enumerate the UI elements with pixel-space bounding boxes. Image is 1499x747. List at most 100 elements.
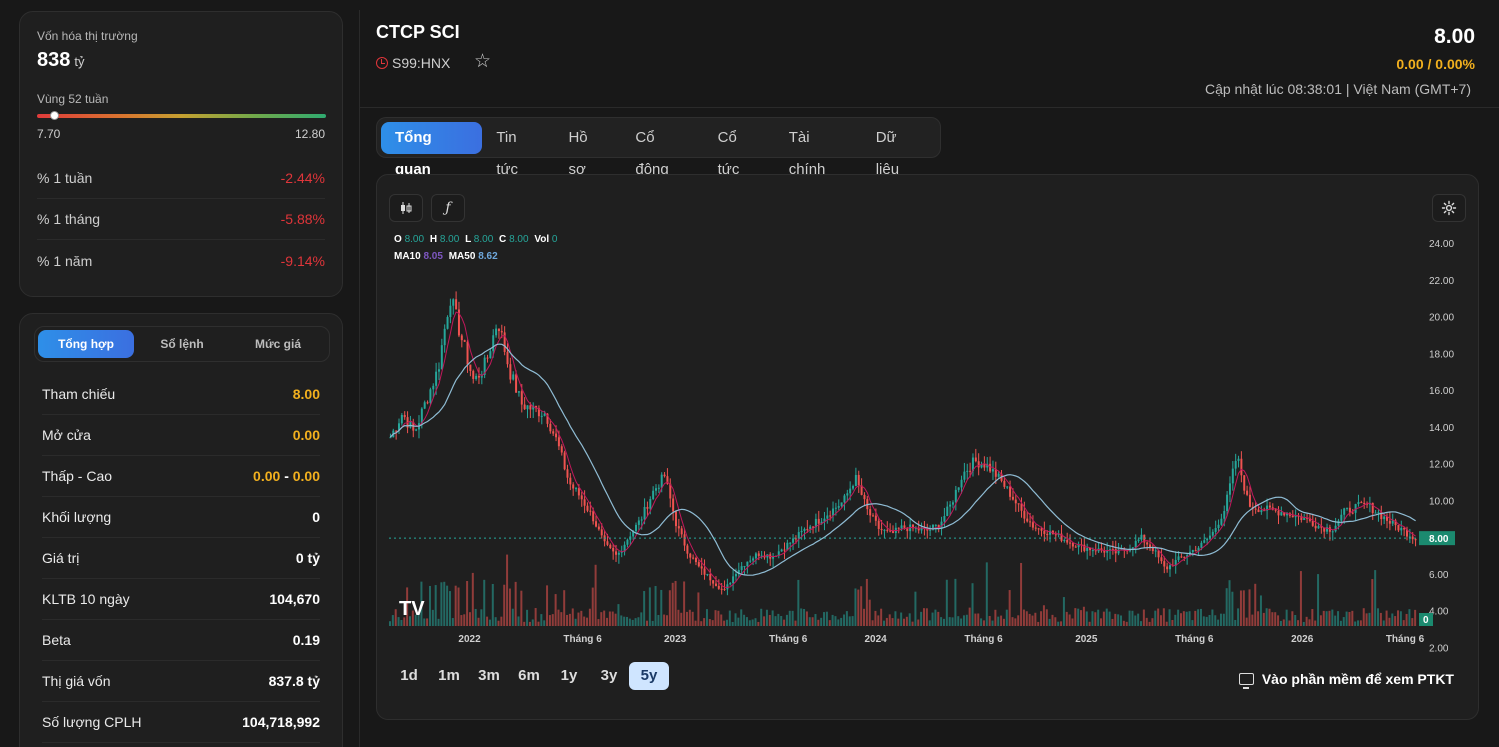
period-3m[interactable]: 3m	[478, 667, 500, 684]
indicators-button[interactable]: ƒ	[431, 194, 465, 222]
candle-body	[997, 473, 1000, 477]
candle-body	[792, 538, 795, 543]
candle-body	[1383, 516, 1386, 520]
candle-body	[517, 391, 520, 393]
tab-so-lenh[interactable]: Sổ lệnh	[160, 337, 204, 351]
candle-body	[1146, 542, 1149, 545]
chart-settings-button[interactable]	[1432, 194, 1466, 222]
candle-body	[423, 402, 426, 409]
volume-bar	[1237, 608, 1240, 626]
volume-bar	[820, 617, 823, 626]
period-6m[interactable]: 6m	[518, 667, 540, 684]
tab-co-tuc[interactable]: Cổ tức	[717, 128, 740, 178]
volume-bar	[1185, 611, 1188, 626]
tab-du-lieu[interactable]: Dữ liệu	[875, 128, 900, 178]
row-value: 8.00	[292, 386, 320, 402]
volume-bar	[717, 610, 720, 626]
candle-body	[466, 341, 469, 365]
candle-body	[540, 415, 543, 417]
price-chart[interactable]: 24.00 22.00 20.00 18.00 16.00 14.00 12.00 10.00…	[377, 175, 1478, 719]
volume-bar	[1379, 612, 1382, 626]
x-tick-label: 2026	[1291, 634, 1314, 645]
high-value: 8.00	[439, 234, 460, 245]
volume-bar	[720, 614, 723, 626]
volume-bar	[448, 591, 451, 626]
candle-body	[714, 583, 717, 586]
volume-bar	[1125, 621, 1128, 626]
clock-icon	[376, 57, 388, 69]
tab-co-dong[interactable]: Cổ đông	[635, 128, 669, 178]
candle-body	[1223, 511, 1226, 519]
volume-bar	[586, 617, 589, 626]
period-1m[interactable]: 1m	[438, 667, 460, 684]
volume-bar	[1194, 610, 1197, 626]
market-cap-label: Vốn hóa thị trường	[37, 29, 138, 43]
volume-bar	[1219, 613, 1222, 626]
volume-bar	[1391, 613, 1394, 626]
volume-bar	[991, 620, 994, 626]
volume-bar	[854, 588, 857, 626]
candle-body	[1191, 550, 1194, 552]
candle-body	[817, 518, 820, 524]
candle-body	[526, 405, 529, 410]
volume-bar	[731, 621, 734, 626]
star-icon[interactable]: ☆	[474, 51, 492, 72]
volume-bar	[751, 619, 754, 626]
volume-bar	[980, 618, 983, 626]
candle-body	[852, 485, 855, 489]
volume-bar	[1162, 608, 1165, 626]
volume-bar	[1277, 615, 1280, 626]
period-1d[interactable]: 1d	[400, 667, 418, 684]
ticker-row: S99:HNX	[376, 55, 450, 71]
candle-body	[440, 345, 443, 370]
volume-bar	[1002, 618, 1005, 626]
period-5y[interactable]: 5y	[629, 662, 669, 690]
volume-bar	[1397, 610, 1400, 626]
volume-bar	[865, 578, 868, 626]
row-label: Số lượng CPLH	[42, 714, 142, 730]
candle-body	[1054, 534, 1057, 536]
function-icon: ƒ	[445, 200, 451, 216]
candle-body	[432, 385, 435, 390]
tab-muc-gia[interactable]: Mức giá	[254, 337, 302, 351]
volume-bar	[1402, 620, 1405, 626]
software-link[interactable]: Vào phần mềm để xem PTKT	[1238, 671, 1454, 689]
week52-range-bar	[37, 111, 326, 120]
volume-bar	[851, 616, 854, 626]
candle-body	[529, 405, 532, 410]
volume-bar	[1248, 589, 1251, 626]
period-1y[interactable]: 1y	[560, 667, 578, 684]
candle-body	[1326, 527, 1329, 532]
tab-ho-so[interactable]: Hồ sơ	[568, 128, 588, 178]
row-label: Khối lượng	[42, 509, 112, 525]
market-cap-unit: tỷ	[74, 54, 85, 69]
volume-bar	[914, 591, 917, 626]
volume-bar	[477, 617, 480, 626]
candlestick-toggle-button[interactable]	[389, 194, 423, 222]
volume-bar	[1331, 609, 1334, 626]
period-3y[interactable]: 3y	[600, 667, 618, 684]
volume-bar	[1171, 619, 1174, 626]
tab-tin-tuc[interactable]: Tin tức	[496, 128, 519, 178]
volume-bar	[1142, 609, 1145, 626]
last-price-label: 8.00	[1429, 534, 1449, 545]
volume-bar	[466, 580, 469, 626]
tab-tong-hop[interactable]: Tổng hợp	[38, 330, 134, 358]
volume-bar	[768, 614, 771, 626]
volume-bar	[968, 607, 971, 626]
volume-bar	[811, 617, 814, 626]
candle-body	[883, 529, 886, 531]
candle-body	[523, 404, 526, 410]
volume-bar	[414, 614, 417, 626]
candle-body	[846, 493, 849, 496]
volume-bar	[1339, 620, 1342, 626]
volume-bar	[503, 584, 506, 626]
candle-body	[780, 549, 783, 552]
volume-bar	[683, 581, 686, 626]
tab-tai-chinh[interactable]: Tài chính	[788, 128, 826, 178]
candle-body	[537, 408, 540, 417]
tab-tong-quan[interactable]: Tổng quan	[381, 121, 483, 178]
candle-body	[1017, 503, 1020, 505]
volume-bar	[794, 620, 797, 626]
vertical-divider	[359, 10, 360, 747]
